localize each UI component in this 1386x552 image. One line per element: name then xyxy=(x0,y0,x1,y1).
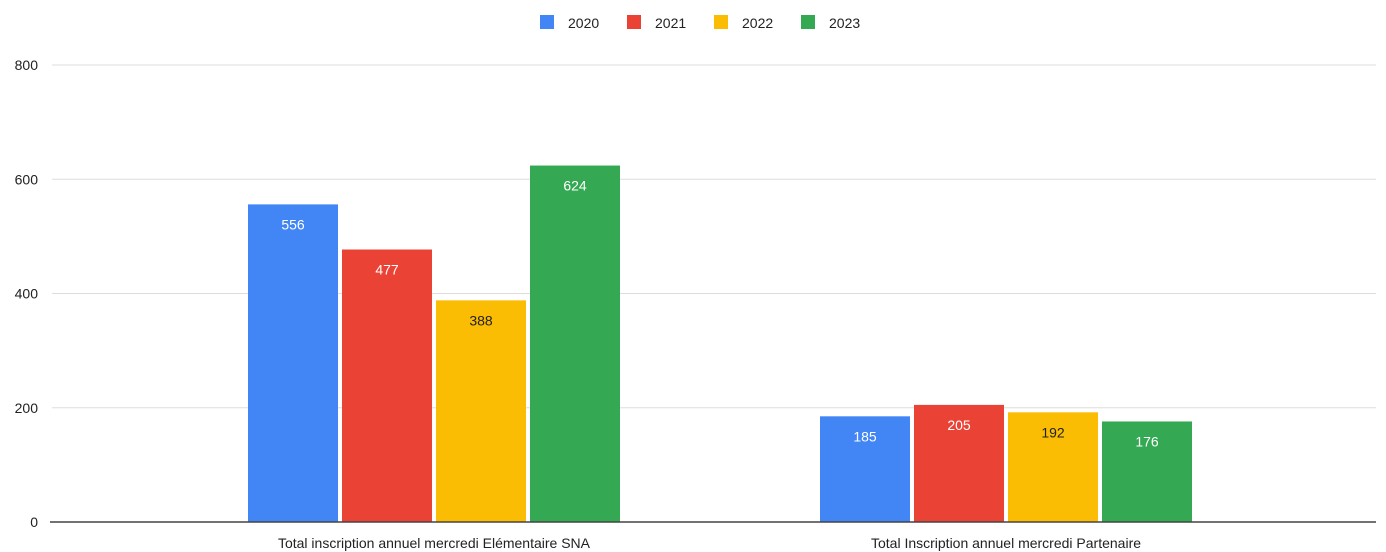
data-label-2020-cat-0: 556 xyxy=(281,216,305,232)
data-label-2021-cat-0: 477 xyxy=(375,262,399,278)
legend-label-2022[interactable]: 2022 xyxy=(742,15,773,31)
bar-2022-cat-1 xyxy=(1008,412,1098,522)
legend-label-2021[interactable]: 2021 xyxy=(655,15,686,31)
bar-2022-cat-0 xyxy=(436,300,526,522)
data-label-2023-cat-1: 176 xyxy=(1135,433,1159,449)
data-label-2022-cat-1: 192 xyxy=(1041,424,1065,440)
bar-2021-cat-1 xyxy=(914,404,1004,522)
bar-2023-cat-1 xyxy=(1102,421,1192,522)
data-label-2021-cat-1: 205 xyxy=(947,417,971,433)
category-label-0: Total inscription annuel mercredi Elémen… xyxy=(278,535,591,551)
y-tick-label: 400 xyxy=(15,286,39,302)
legend-label-2020[interactable]: 2020 xyxy=(568,15,599,31)
legend[interactable]: 2020 2021 2022 2023 xyxy=(540,15,860,31)
bar-2020-cat-1 xyxy=(820,416,910,522)
y-tick-label: 0 xyxy=(30,514,38,530)
legend-swatch-2020[interactable] xyxy=(540,15,554,29)
data-label-2020-cat-1: 185 xyxy=(853,428,877,444)
legend-label-2023[interactable]: 2023 xyxy=(829,15,860,31)
legend-swatch-2022[interactable] xyxy=(714,15,728,29)
data-label-2023-cat-0: 624 xyxy=(563,178,587,194)
bar-2020-cat-0 xyxy=(248,204,338,522)
legend-swatch-2023[interactable] xyxy=(801,15,815,29)
y-tick-label: 600 xyxy=(15,171,39,187)
bar-2023-cat-0 xyxy=(530,165,620,523)
category-label-1: Total Inscription annuel mercredi Parten… xyxy=(871,535,1141,551)
legend-swatch-2021[interactable] xyxy=(627,15,641,29)
bar-2021-cat-0 xyxy=(342,249,432,523)
bars: 556 477 388 624 185 205 192 176 xyxy=(248,165,1192,523)
axes: 0 200 400 600 800 Total inscription annuel me… xyxy=(15,57,1376,551)
y-tick-label: 800 xyxy=(15,57,39,73)
y-tick-label: 200 xyxy=(15,400,39,416)
data-label-2022-cat-0: 388 xyxy=(469,312,493,328)
